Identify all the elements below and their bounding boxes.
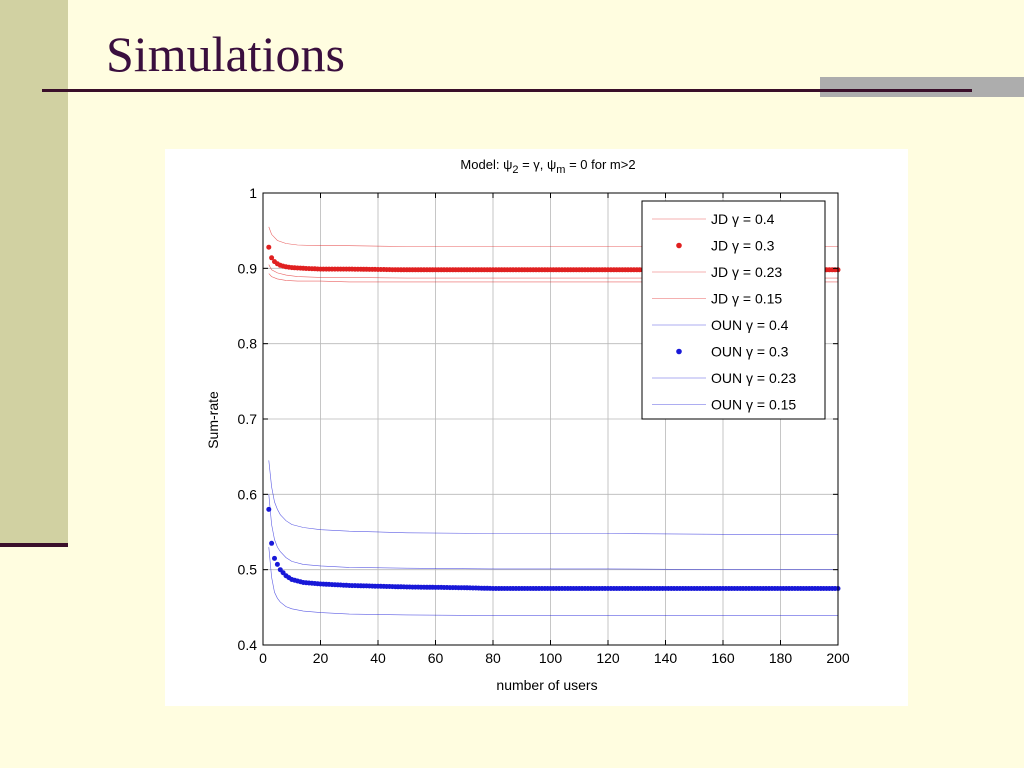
- x-tick-label: 100: [539, 650, 563, 666]
- title-rule: [42, 89, 972, 92]
- y-tick-label: 0.8: [238, 336, 258, 352]
- legend-swatch-marker: [676, 348, 682, 355]
- figure-panel: Model: ψ2 = γ, ψm = 0 for m>2 0 20 40 60 80 1…: [165, 149, 908, 706]
- legend-label: OUN γ = 0.4: [711, 317, 789, 333]
- legend-label: OUN γ = 0.15: [711, 397, 796, 413]
- series-points: [266, 506, 841, 591]
- x-tick-label: 160: [711, 650, 735, 666]
- y-tick-label: 0.5: [238, 562, 258, 578]
- x-tick-label: 200: [826, 650, 850, 666]
- chart: Model: ψ2 = γ, ψm = 0 for m>2 0 20 40 60 80 1…: [205, 157, 850, 693]
- y-axis-label: Sum-rate: [205, 391, 221, 449]
- title-accent-block: [820, 77, 1024, 97]
- x-tick-label: 0: [259, 650, 267, 666]
- y-tick-label: 0.6: [238, 486, 258, 502]
- x-tick-label: 80: [485, 650, 501, 666]
- series-line: [268, 494, 838, 570]
- y-tick-label: 1: [249, 185, 257, 201]
- data-point: [269, 255, 275, 261]
- legend-box: [641, 200, 826, 420]
- x-axis-label: number of users: [496, 677, 597, 693]
- y-tick-label: 0.9: [238, 260, 258, 276]
- series-line: [268, 264, 838, 279]
- x-tick-label: 40: [370, 650, 386, 666]
- data-point: [274, 561, 280, 567]
- legend-label: JD γ = 0.4: [711, 211, 775, 227]
- data-point: [269, 540, 275, 546]
- x-tick-label: 20: [313, 650, 329, 666]
- axes-layer: [262, 192, 839, 646]
- x-tick-label: 60: [428, 650, 444, 666]
- x-tick-label: 180: [769, 650, 793, 666]
- left-sidebar-rule: [0, 543, 68, 547]
- data-point: [272, 555, 277, 561]
- series-line: [268, 226, 838, 247]
- series-line: [268, 460, 838, 535]
- slide-title: Simulations: [106, 26, 345, 82]
- chart-title: Model: ψ2 = γ, ψm = 0 for m>2: [460, 157, 635, 176]
- series-line: [268, 547, 838, 616]
- series-line: [268, 273, 838, 283]
- legend-label: OUN γ = 0.23: [711, 370, 796, 386]
- data-point: [266, 244, 272, 250]
- legend-label: JD γ = 0.15: [711, 291, 782, 307]
- x-tick-label: 120: [596, 650, 620, 666]
- tick-label-layer: 0 20 40 60 80 100 120 140 160 180 200 0.4 0.5 0.6 0.7 0…: [238, 185, 850, 666]
- x-tick-label: 140: [654, 650, 678, 666]
- legend: JD γ = 0.4 JD γ = 0.3 JD γ = 0.23 JD γ = 0.…: [641, 200, 826, 420]
- left-sidebar-band: [0, 0, 68, 545]
- legend-label: JD γ = 0.23: [711, 264, 782, 280]
- y-tick-label: 0.7: [238, 411, 258, 427]
- legend-label: JD γ = 0.3: [711, 238, 775, 254]
- legend-label: OUN γ = 0.3: [711, 344, 789, 360]
- legend-swatch-marker: [676, 242, 682, 249]
- y-tick-label: 0.4: [238, 637, 258, 653]
